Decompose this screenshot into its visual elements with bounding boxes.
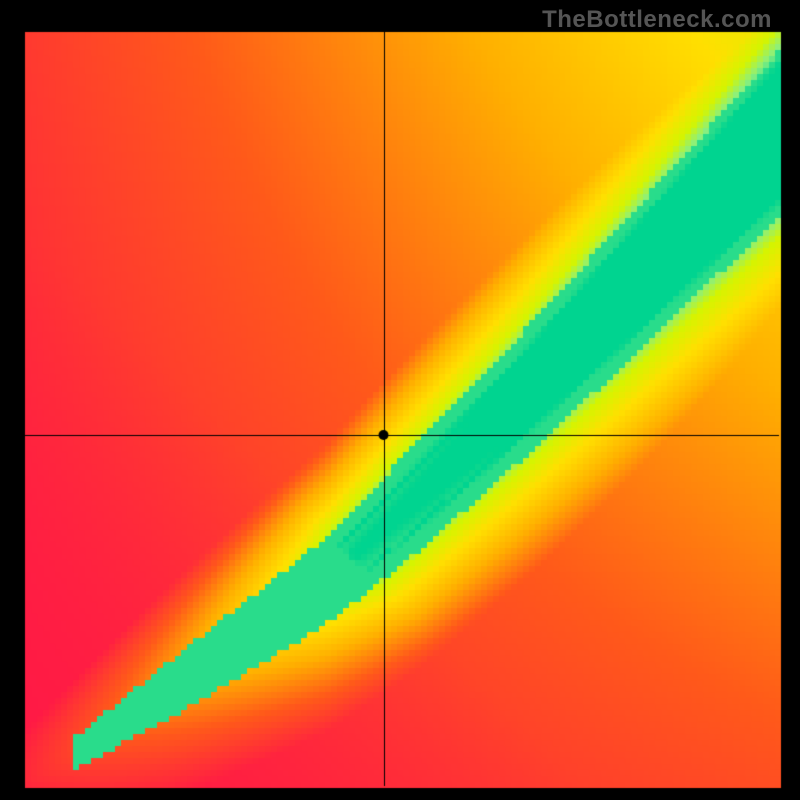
watermark-text: TheBottleneck.com [542,6,772,34]
heatmap-canvas [0,0,800,800]
chart-container: TheBottleneck.com [0,0,800,800]
